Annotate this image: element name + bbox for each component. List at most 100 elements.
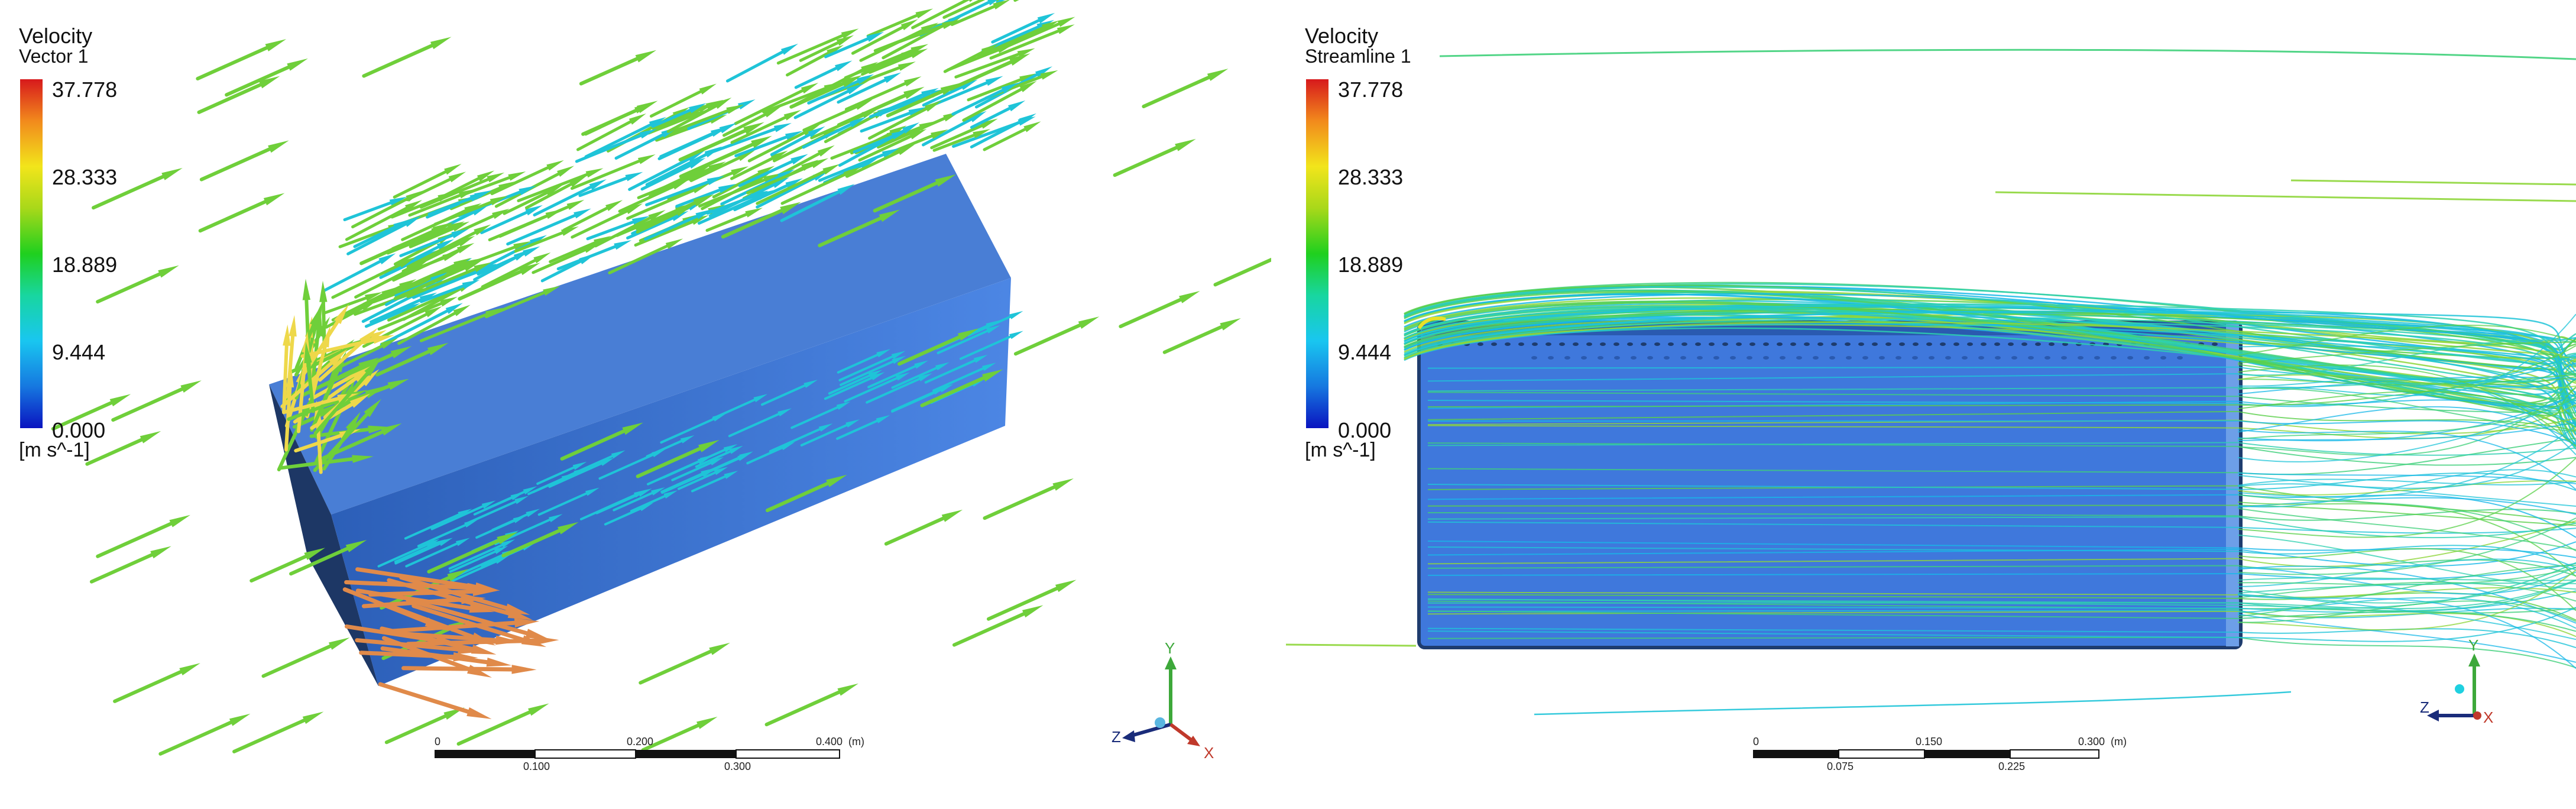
vector-arrow <box>484 488 531 511</box>
vector-arrow <box>332 341 390 371</box>
vent-hole <box>1829 356 1835 360</box>
streamline-plot-viewport[interactable]: 0 0.150 0.300 (m) 0.075 0.225 Y Z X Velo… <box>1286 0 2576 809</box>
vector-arrow <box>318 335 370 382</box>
vector-arrowhead <box>372 335 394 344</box>
vector-arrowhead <box>487 172 505 183</box>
streamline <box>2237 364 2576 386</box>
vector-arrowhead <box>803 380 818 388</box>
vector-arrowhead <box>466 707 492 719</box>
vector-arrowhead <box>891 351 906 360</box>
vector-arrowhead <box>445 303 463 314</box>
vector-arrowhead <box>696 716 718 729</box>
vector-arrow <box>463 173 517 196</box>
scale-label: 0.300 <box>724 761 751 772</box>
streamline <box>2237 564 2576 617</box>
streamline <box>2237 387 2576 432</box>
vector-arrowhead <box>404 200 423 211</box>
streamline <box>2237 324 2576 356</box>
vector-arrow <box>388 620 527 633</box>
vector-arrow <box>250 551 316 583</box>
vector-arrow <box>818 150 892 182</box>
legend-tick: 18.889 <box>1338 253 1404 277</box>
vector-arrowhead <box>993 0 1010 10</box>
streamline <box>2237 558 2576 587</box>
streamline <box>2237 377 2576 455</box>
vector-arrow <box>799 38 846 62</box>
vector-arrowhead <box>637 488 652 497</box>
vector-arrow <box>706 193 760 215</box>
vector-arrowhead <box>671 211 689 221</box>
scale-bar: 0 0.200 0.400 (m) 0.100 0.300 <box>435 736 864 772</box>
vector-arrowhead <box>452 221 470 232</box>
vector-arrowhead <box>572 461 587 470</box>
vector-arrowhead <box>665 238 683 250</box>
vector-arrowhead <box>492 208 510 219</box>
vector-arrow <box>959 333 1017 360</box>
vector-arrow <box>911 0 970 30</box>
streamline <box>1404 289 2576 408</box>
vector-arrowhead <box>701 468 715 477</box>
vector-arrow <box>406 638 546 646</box>
vector-arrowhead <box>651 487 665 496</box>
vector-arrow <box>96 268 169 304</box>
vector-arrowhead <box>585 168 604 178</box>
vector-arrow <box>310 361 343 432</box>
vector-arrow <box>232 715 314 753</box>
legend-unit: [m s^-1] <box>1305 439 1376 461</box>
vent-hole <box>1654 342 1660 346</box>
vector-arrowhead <box>495 635 521 645</box>
vector-arrow <box>524 179 579 209</box>
vector-arrowhead <box>546 160 564 171</box>
vector-arrowhead <box>745 208 763 218</box>
legend-variable: Velocity <box>1305 24 1379 48</box>
vector-arrow <box>951 85 1011 116</box>
vector-arrowhead <box>310 305 322 327</box>
vent-hole <box>1695 342 1701 346</box>
vector-arrow <box>480 208 534 234</box>
streamline <box>1427 610 2576 632</box>
vector-arrow <box>398 261 463 291</box>
vent-hole <box>1817 342 1823 346</box>
scale-label: 0.075 <box>1827 761 1854 772</box>
vector-arrow <box>640 161 698 191</box>
vector-arrow <box>704 125 783 156</box>
vector-arrow <box>679 139 762 179</box>
vector-arrow <box>284 377 293 452</box>
vector-plot-viewport[interactable]: 0 0.200 0.400 (m) 0.100 0.300 Y Z X Velo… <box>0 0 1271 809</box>
vector-arrowhead <box>639 128 657 139</box>
vector-arrow <box>851 22 910 55</box>
vector-arrowhead <box>801 82 819 94</box>
vector-arrow <box>948 57 1020 91</box>
streamline <box>1404 284 2576 398</box>
vector-arrowhead <box>1057 17 1075 27</box>
vector-arrowhead <box>425 539 440 548</box>
vector-arrowhead <box>519 185 537 195</box>
vector-arrowhead <box>508 171 526 181</box>
vector-arrow <box>581 104 648 136</box>
vector-arrowhead <box>856 74 874 85</box>
vector-arrow <box>636 443 709 478</box>
streamline <box>1995 191 2576 202</box>
vector-arrowhead <box>258 76 280 89</box>
vector-arrowhead <box>689 103 707 114</box>
vector-arrowhead <box>763 173 781 183</box>
vector-arrowhead <box>908 106 926 117</box>
vector-arrowhead <box>569 176 587 187</box>
vent-hole <box>1664 356 1670 360</box>
vector-arrowhead <box>892 355 906 364</box>
vector-arrowhead <box>826 474 847 487</box>
vector-arrowhead <box>921 22 939 34</box>
vector-arrowhead <box>1207 69 1229 81</box>
vector-arrowhead <box>448 171 466 183</box>
vector-arrow <box>634 218 701 247</box>
vector-arrowhead <box>919 121 937 131</box>
streamline <box>2237 472 2576 485</box>
vector-arrowhead <box>545 185 563 196</box>
vent-hole <box>1545 342 1551 346</box>
vector-arrowhead <box>743 122 764 135</box>
vector-arrowhead <box>600 458 614 466</box>
axis-y-label: Y <box>1165 639 1175 657</box>
vector-arrow <box>932 131 982 152</box>
vector-arrowhead <box>1057 24 1075 34</box>
vector-arrowhead <box>861 62 879 73</box>
